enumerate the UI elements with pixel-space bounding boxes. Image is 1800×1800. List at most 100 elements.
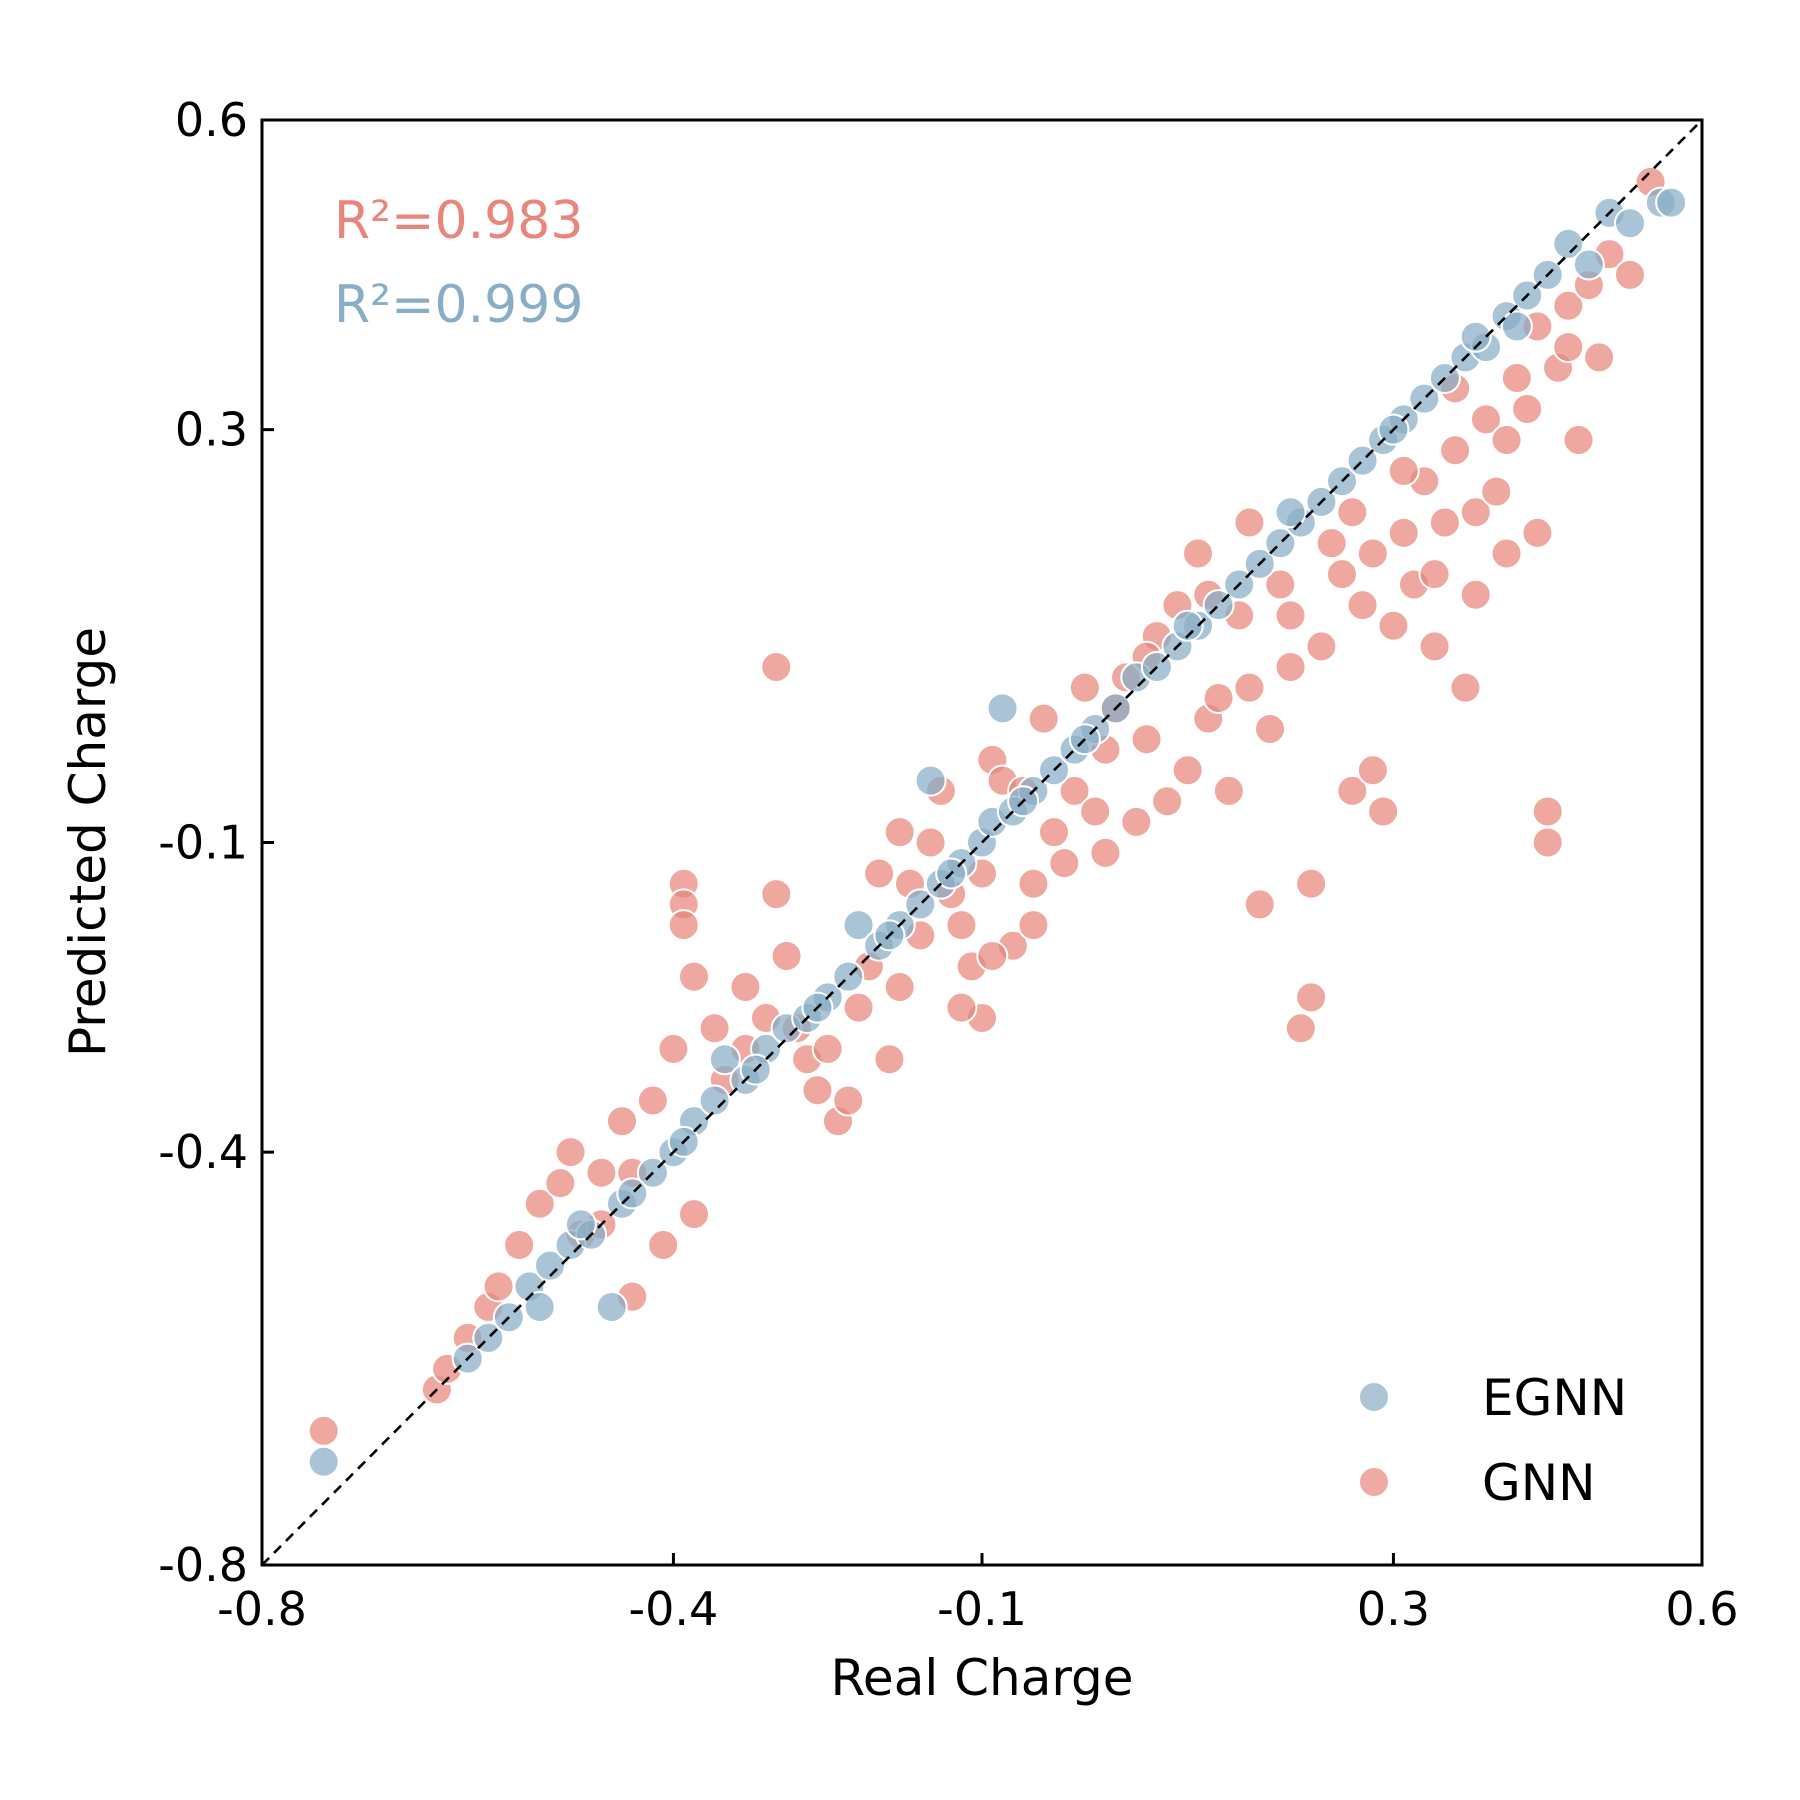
legend-marker-egnn (1358, 1381, 1390, 1413)
data-point-gnn (1490, 423, 1523, 456)
data-point-gnn (1315, 527, 1348, 560)
data-point-egnn (1655, 186, 1688, 219)
data-point-gnn (678, 1198, 710, 1231)
data-point-gnn (811, 1032, 844, 1065)
data-point-gnn (1254, 712, 1286, 745)
data-point-gnn (1182, 537, 1214, 570)
data-point-gnn (1295, 867, 1328, 900)
data-point-gnn (554, 1136, 587, 1169)
data-point-egnn (698, 1084, 731, 1117)
data-point-gnn (1038, 816, 1070, 849)
data-point-gnn (883, 971, 916, 1003)
data-point-gnn (1367, 795, 1400, 828)
data-point-gnn (801, 1074, 834, 1107)
data-point-gnn (1089, 836, 1122, 869)
data-point-gnn (1295, 981, 1328, 1014)
data-point-gnn (307, 1414, 340, 1447)
data-point-gnn (1511, 393, 1544, 425)
x-tick-label: 0.3 (1357, 1582, 1430, 1636)
data-point-egnn (986, 692, 1019, 725)
data-point-gnn (1356, 754, 1389, 787)
x-tick-label: -0.1 (937, 1582, 1027, 1636)
x-tick-label: -0.4 (629, 1582, 719, 1636)
data-point-gnn (1490, 537, 1523, 570)
data-point-gnn (698, 1012, 731, 1045)
x-tick-label: 0.6 (1665, 1582, 1738, 1636)
data-point-gnn (760, 878, 793, 911)
data-point-egnn (534, 1249, 566, 1282)
data-point-egnn (914, 764, 947, 797)
data-point-gnn (647, 1229, 680, 1262)
x-tick-label: -0.8 (217, 1582, 307, 1636)
data-point-gnn (667, 909, 700, 942)
data-point-gnn (544, 1167, 577, 1200)
data-point-gnn (1326, 558, 1358, 591)
data-point-gnn (1439, 434, 1472, 467)
x-axis-ticks: -0.8 -0.4 -0.1 0.3 0.6 (217, 1553, 1739, 1636)
data-point-gnn (1284, 1012, 1317, 1045)
data-point-gnn (1387, 516, 1420, 549)
data-point-gnn (760, 651, 793, 684)
data-point-gnn (1305, 630, 1338, 663)
data-point-gnn (914, 826, 947, 859)
y-axis-title: Predicted Charge (59, 627, 117, 1057)
data-point-gnn (1614, 258, 1646, 291)
r2-gnn-annotation: R²=0.983 (334, 191, 583, 251)
data-point-gnn (482, 1270, 515, 1303)
data-point-gnn (1264, 568, 1297, 601)
data-point-gnn (1531, 826, 1564, 859)
data-point-gnn (1552, 331, 1585, 364)
data-point-gnn (585, 1156, 618, 1189)
data-point-gnn (1274, 599, 1307, 632)
data-point-gnn (1356, 537, 1389, 570)
data-point-gnn (842, 991, 875, 1024)
data-point-egnn (1459, 320, 1492, 353)
data-point-gnn (1480, 475, 1513, 508)
points-layer (307, 165, 1688, 1478)
data-point-gnn (1233, 506, 1266, 539)
legend-label-gnn: GNN (1482, 1454, 1596, 1512)
data-point-egnn (1572, 248, 1605, 281)
data-point-gnn (1387, 454, 1420, 487)
data-point-gnn (1583, 341, 1616, 374)
data-point-gnn (1274, 651, 1307, 684)
data-point-egnn (1552, 227, 1585, 260)
y-tick-label: -0.4 (158, 1125, 248, 1179)
data-point-gnn (873, 1043, 906, 1076)
series-egnn (307, 186, 1688, 1478)
data-point-gnn (1470, 403, 1502, 436)
data-point-egnn (307, 1445, 340, 1478)
data-point-gnn (1017, 909, 1050, 942)
data-point-egnn (842, 909, 875, 942)
data-point-gnn (1171, 754, 1204, 787)
data-point-egnn (708, 1043, 741, 1076)
r2-egnn-annotation: R²=0.999 (334, 275, 583, 335)
legend-marker-gnn (1358, 1466, 1390, 1498)
legend-label-egnn: EGNN (1482, 1369, 1627, 1427)
data-point-gnn (1521, 516, 1554, 549)
data-point-egnn (1274, 496, 1307, 529)
data-point-gnn (1151, 785, 1184, 818)
data-point-gnn (1048, 847, 1081, 880)
data-point-egnn (523, 1290, 556, 1323)
data-point-gnn (1336, 496, 1369, 529)
data-point-egnn (595, 1290, 628, 1323)
data-point-gnn (1079, 795, 1112, 828)
data-point-gnn (945, 909, 978, 942)
y-tick-label: 0.3 (175, 403, 248, 457)
data-point-gnn (1552, 289, 1585, 322)
data-point-gnn (1346, 589, 1379, 622)
data-point-gnn (503, 1229, 536, 1262)
data-point-gnn (976, 940, 1009, 973)
data-point-gnn (770, 940, 803, 973)
data-point-gnn (1336, 774, 1369, 807)
y-tick-label: -0.8 (158, 1538, 248, 1592)
data-point-egnn (1171, 609, 1204, 642)
data-point-gnn (1459, 578, 1492, 611)
data-point-gnn (1233, 671, 1266, 704)
y-tick-label: 0.6 (175, 93, 248, 147)
y-tick-label: -0.1 (158, 816, 248, 870)
data-point-gnn (1459, 496, 1492, 529)
data-point-gnn (1068, 671, 1101, 704)
